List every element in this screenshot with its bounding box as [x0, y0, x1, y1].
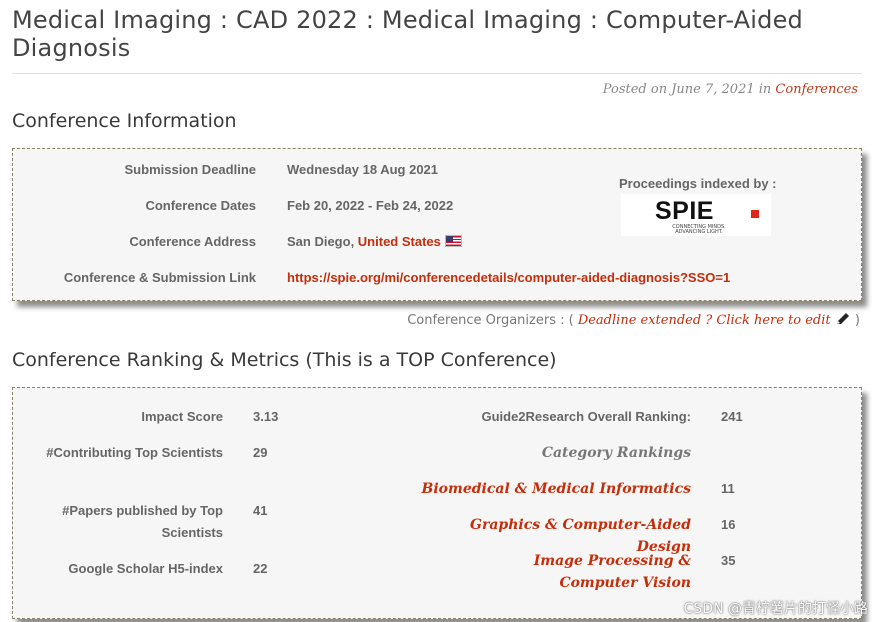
conference-info-box: Submission Deadline Wednesday 18 Aug 202… [12, 148, 862, 301]
impact-score-value: 3.13 [253, 409, 279, 424]
h5-index-label: Google Scholar H5-index [68, 561, 223, 576]
contributing-scientists-label: #Contributing Top Scientists [46, 445, 223, 460]
submission-link[interactable]: https://spie.org/mi/conferencedetails/co… [287, 270, 731, 285]
conference-info-heading: Conference Information [12, 110, 237, 132]
conference-dates-label: Conference Dates [145, 198, 256, 213]
category-link[interactable]: Conferences [775, 82, 858, 97]
organizers-label: Conference Organizers : ( [407, 313, 578, 328]
ranking-box: Impact Score 3.13 #Contributing Top Scie… [12, 387, 862, 619]
conference-organizers: Conference Organizers : ( Deadline exten… [407, 312, 860, 328]
spie-logo-tagline: CONNECTING MINDS. ADVANCING LIGHT. [672, 224, 726, 235]
category-rankings-heading: Category Rankings [541, 445, 691, 461]
overall-ranking-value: 241 [721, 409, 743, 424]
category-value-biomedical: 11 [721, 481, 735, 496]
posted-date: Posted on June 7, 2021 in [602, 82, 776, 97]
pencil-icon[interactable] [835, 312, 851, 326]
edit-deadline-link[interactable]: Deadline extended ? Click here to edit [577, 313, 831, 328]
category-link-image-processing[interactable]: Image Processing & Computer Vision [533, 553, 691, 591]
contributing-scientists-value: 29 [253, 445, 268, 460]
csdn-watermark: CSDN @青柠薯片的打怪小路 [683, 601, 868, 617]
submission-deadline-label: Submission Deadline [124, 162, 256, 177]
spie-logo-dot [751, 210, 759, 218]
category-value-graphics: 16 [721, 517, 736, 532]
post-meta: Posted on June 7, 2021 in Conferences [603, 82, 858, 97]
organizers-close: ) [850, 313, 860, 328]
conference-address-value: San Diego, United States [287, 231, 462, 253]
spie-logo-text: SPIE [655, 197, 714, 225]
submission-deadline-value: Wednesday 18 Aug 2021 [287, 162, 439, 177]
category-value-image-processing: 35 [721, 553, 736, 568]
ranking-heading: Conference Ranking & Metrics (This is a … [12, 349, 557, 371]
submission-link-label: Conference & Submission Link [63, 270, 256, 285]
title-divider [12, 73, 862, 74]
category-link-biomedical[interactable]: Biomedical & Medical Informatics [421, 481, 691, 497]
category-link-graphics[interactable]: Graphics & Computer-Aided Design [470, 517, 691, 555]
h5-index-value: 22 [253, 561, 268, 576]
impact-score-label: Impact Score [141, 409, 223, 424]
us-flag-icon [444, 235, 462, 247]
spie-logo[interactable]: SPIE CONNECTING MINDS. ADVANCING LIGHT. [621, 194, 771, 236]
conference-address-label: Conference Address [129, 234, 256, 249]
papers-published-value: 41 [253, 503, 268, 518]
papers-published-label: #Papers published by Top Scientists [62, 503, 223, 540]
page-title: Medical Imaging : CAD 2022 : Medical Ima… [12, 6, 803, 62]
proceedings-label: Proceedings indexed by : [619, 176, 777, 191]
conference-dates-value: Feb 20, 2022 - Feb 24, 2022 [287, 198, 454, 213]
address-city: San Diego, [287, 234, 358, 249]
country-link[interactable]: United States [357, 234, 441, 249]
overall-ranking-label: Guide2Research Overall Ranking: [481, 409, 691, 424]
